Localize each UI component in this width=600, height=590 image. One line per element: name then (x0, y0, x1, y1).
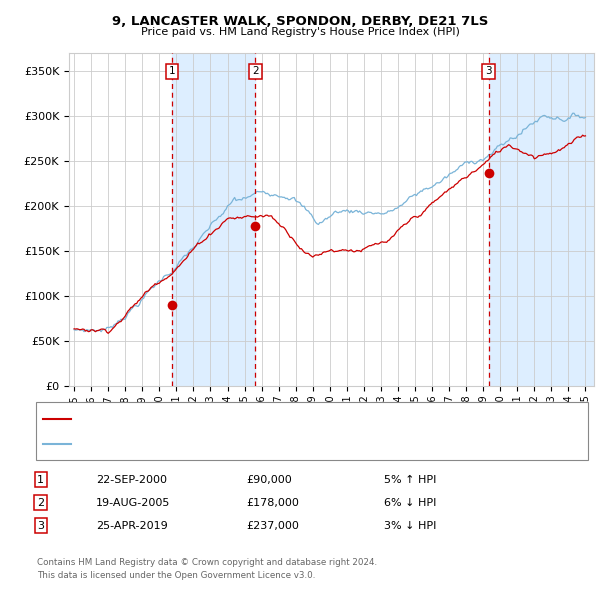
Text: 5% ↑ HPI: 5% ↑ HPI (384, 475, 436, 484)
Bar (488, 53, 594, 386)
Text: This data is licensed under the Open Government Licence v3.0.: This data is licensed under the Open Gov… (37, 571, 316, 580)
Text: £237,000: £237,000 (246, 521, 299, 530)
Text: 1: 1 (37, 475, 44, 484)
Text: 6% ↓ HPI: 6% ↓ HPI (384, 498, 436, 507)
Text: HPI: Average price, detached house, City of Derby: HPI: Average price, detached house, City… (77, 439, 326, 449)
Text: 9, LANCASTER WALK, SPONDON, DERBY, DE21 7LS (detached house): 9, LANCASTER WALK, SPONDON, DERBY, DE21 … (77, 414, 422, 424)
Text: 25-APR-2019: 25-APR-2019 (96, 521, 168, 530)
Text: 3: 3 (37, 521, 44, 530)
Text: £178,000: £178,000 (246, 498, 299, 507)
Text: 1: 1 (169, 67, 175, 77)
Text: 2: 2 (37, 498, 44, 507)
Bar (172, 53, 256, 386)
Text: 22-SEP-2000: 22-SEP-2000 (96, 475, 167, 484)
Text: Price paid vs. HM Land Registry's House Price Index (HPI): Price paid vs. HM Land Registry's House … (140, 27, 460, 37)
Text: Contains HM Land Registry data © Crown copyright and database right 2024.: Contains HM Land Registry data © Crown c… (37, 558, 377, 567)
Text: 3: 3 (485, 67, 492, 77)
Text: 2: 2 (252, 67, 259, 77)
Text: 19-AUG-2005: 19-AUG-2005 (96, 498, 170, 507)
Text: 9, LANCASTER WALK, SPONDON, DERBY, DE21 7LS: 9, LANCASTER WALK, SPONDON, DERBY, DE21 … (112, 15, 488, 28)
Text: 3% ↓ HPI: 3% ↓ HPI (384, 521, 436, 530)
Text: £90,000: £90,000 (246, 475, 292, 484)
